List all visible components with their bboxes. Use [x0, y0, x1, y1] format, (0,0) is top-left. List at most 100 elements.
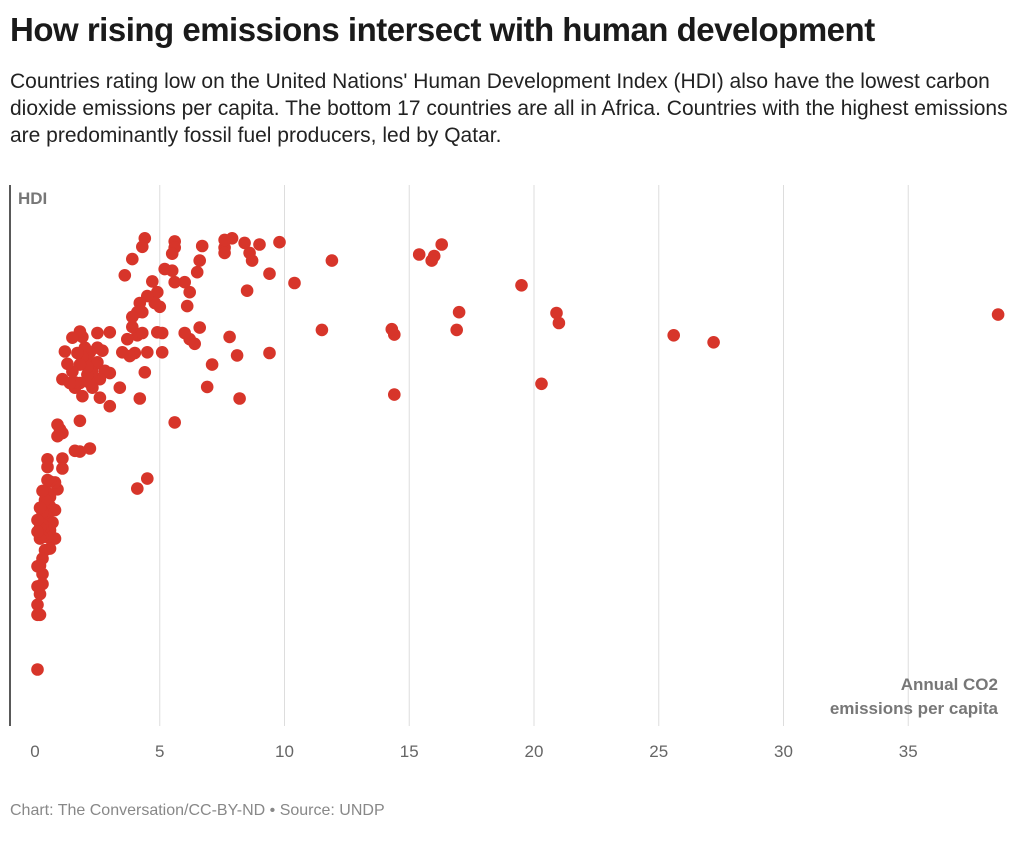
data-point[interactable]	[223, 330, 236, 344]
data-point[interactable]	[233, 392, 246, 405]
data-point[interactable]	[450, 323, 464, 337]
data-point[interactable]	[193, 254, 206, 267]
data-point[interactable]	[91, 326, 104, 340]
data-point[interactable]	[136, 240, 149, 254]
data-point[interactable]	[103, 326, 117, 339]
data-point[interactable]	[158, 262, 171, 276]
data-point[interactable]	[183, 285, 196, 299]
data-point[interactable]	[31, 598, 44, 612]
data-point[interactable]	[535, 377, 548, 391]
data-point[interactable]	[667, 329, 680, 342]
data-point[interactable]	[141, 346, 154, 359]
data-point[interactable]	[230, 349, 244, 362]
data-point[interactable]	[146, 275, 159, 288]
data-point[interactable]	[126, 310, 139, 324]
data-point[interactable]	[195, 239, 209, 253]
data-point[interactable]	[205, 358, 219, 371]
data-point[interactable]	[33, 501, 47, 515]
data-point[interactable]	[151, 285, 164, 299]
data-point[interactable]	[113, 381, 127, 394]
data-point[interactable]	[126, 252, 139, 266]
data-point[interactable]	[263, 346, 276, 360]
data-point[interactable]	[190, 265, 204, 279]
data-points	[31, 232, 1005, 676]
x-tick-label-10: 10	[275, 742, 294, 761]
gridlines	[159, 185, 909, 726]
data-point[interactable]	[73, 414, 87, 428]
data-point[interactable]	[550, 306, 563, 320]
data-point[interactable]	[200, 380, 214, 394]
data-point[interactable]	[325, 254, 339, 267]
data-point[interactable]	[61, 357, 74, 371]
data-point[interactable]	[165, 247, 179, 260]
data-point[interactable]	[240, 284, 254, 297]
data-point[interactable]	[31, 513, 44, 527]
data-point[interactable]	[56, 372, 69, 386]
data-point[interactable]	[116, 346, 129, 359]
data-point[interactable]	[193, 321, 206, 334]
data-point[interactable]	[425, 254, 439, 267]
data-point[interactable]	[93, 391, 107, 404]
data-point[interactable]	[136, 326, 149, 340]
data-point[interactable]	[218, 246, 231, 260]
data-point[interactable]	[71, 346, 84, 360]
data-point[interactable]	[131, 482, 144, 495]
data-point[interactable]	[288, 276, 301, 290]
x-tick-labels: 0 5 10 15 20 25 30 35	[30, 742, 917, 761]
data-point[interactable]	[253, 238, 266, 251]
data-point[interactable]	[452, 305, 466, 319]
x-axis-title-line-2: emissions per capita	[830, 699, 999, 718]
data-point[interactable]	[58, 345, 72, 358]
data-point[interactable]	[707, 336, 720, 349]
data-point[interactable]	[435, 238, 449, 251]
data-point[interactable]	[121, 332, 134, 346]
data-point[interactable]	[56, 452, 69, 465]
data-point[interactable]	[155, 346, 169, 359]
data-point[interactable]	[133, 392, 147, 405]
data-point[interactable]	[51, 429, 64, 443]
data-point[interactable]	[31, 663, 44, 676]
data-point[interactable]	[552, 316, 566, 330]
data-point[interactable]	[36, 484, 49, 498]
x-tick-label-25: 25	[649, 742, 668, 761]
data-point[interactable]	[31, 560, 44, 573]
data-point[interactable]	[31, 608, 44, 622]
scatter-chart: HDI Annual CO2 emissions per capita 0 5 10…	[9, 185, 1005, 761]
data-point[interactable]	[83, 442, 97, 455]
data-point[interactable]	[31, 580, 44, 593]
data-point[interactable]	[168, 416, 181, 429]
data-point[interactable]	[178, 275, 191, 289]
data-point[interactable]	[41, 473, 54, 487]
data-point[interactable]	[168, 275, 181, 289]
data-point[interactable]	[315, 323, 329, 337]
data-point[interactable]	[180, 299, 194, 313]
data-point[interactable]	[66, 331, 79, 344]
x-tick-label-30: 30	[774, 742, 793, 761]
data-point[interactable]	[385, 322, 399, 336]
data-point[interactable]	[68, 444, 82, 458]
chart-subtitle: Countries rating low on the United Natio…	[10, 70, 1008, 147]
data-point[interactable]	[118, 269, 132, 282]
data-point[interactable]	[51, 418, 64, 431]
data-point[interactable]	[138, 366, 152, 379]
data-point[interactable]	[412, 248, 426, 261]
data-point[interactable]	[515, 279, 528, 292]
data-point[interactable]	[178, 326, 191, 340]
data-point[interactable]	[388, 388, 401, 401]
x-axis-title-line-1: Annual CO2	[901, 675, 998, 694]
data-point[interactable]	[126, 320, 139, 334]
data-point[interactable]	[991, 308, 1005, 321]
data-point[interactable]	[31, 525, 44, 538]
data-point[interactable]	[263, 267, 276, 280]
data-point[interactable]	[41, 460, 54, 474]
data-point[interactable]	[76, 389, 89, 403]
data-point[interactable]	[218, 233, 231, 247]
data-point[interactable]	[103, 399, 117, 413]
data-point[interactable]	[151, 326, 164, 339]
data-point[interactable]	[243, 246, 256, 260]
data-point[interactable]	[56, 462, 69, 475]
data-point[interactable]	[273, 235, 286, 249]
x-tick-label-15: 15	[400, 742, 419, 761]
data-point[interactable]	[238, 236, 251, 250]
data-point[interactable]	[141, 472, 154, 485]
